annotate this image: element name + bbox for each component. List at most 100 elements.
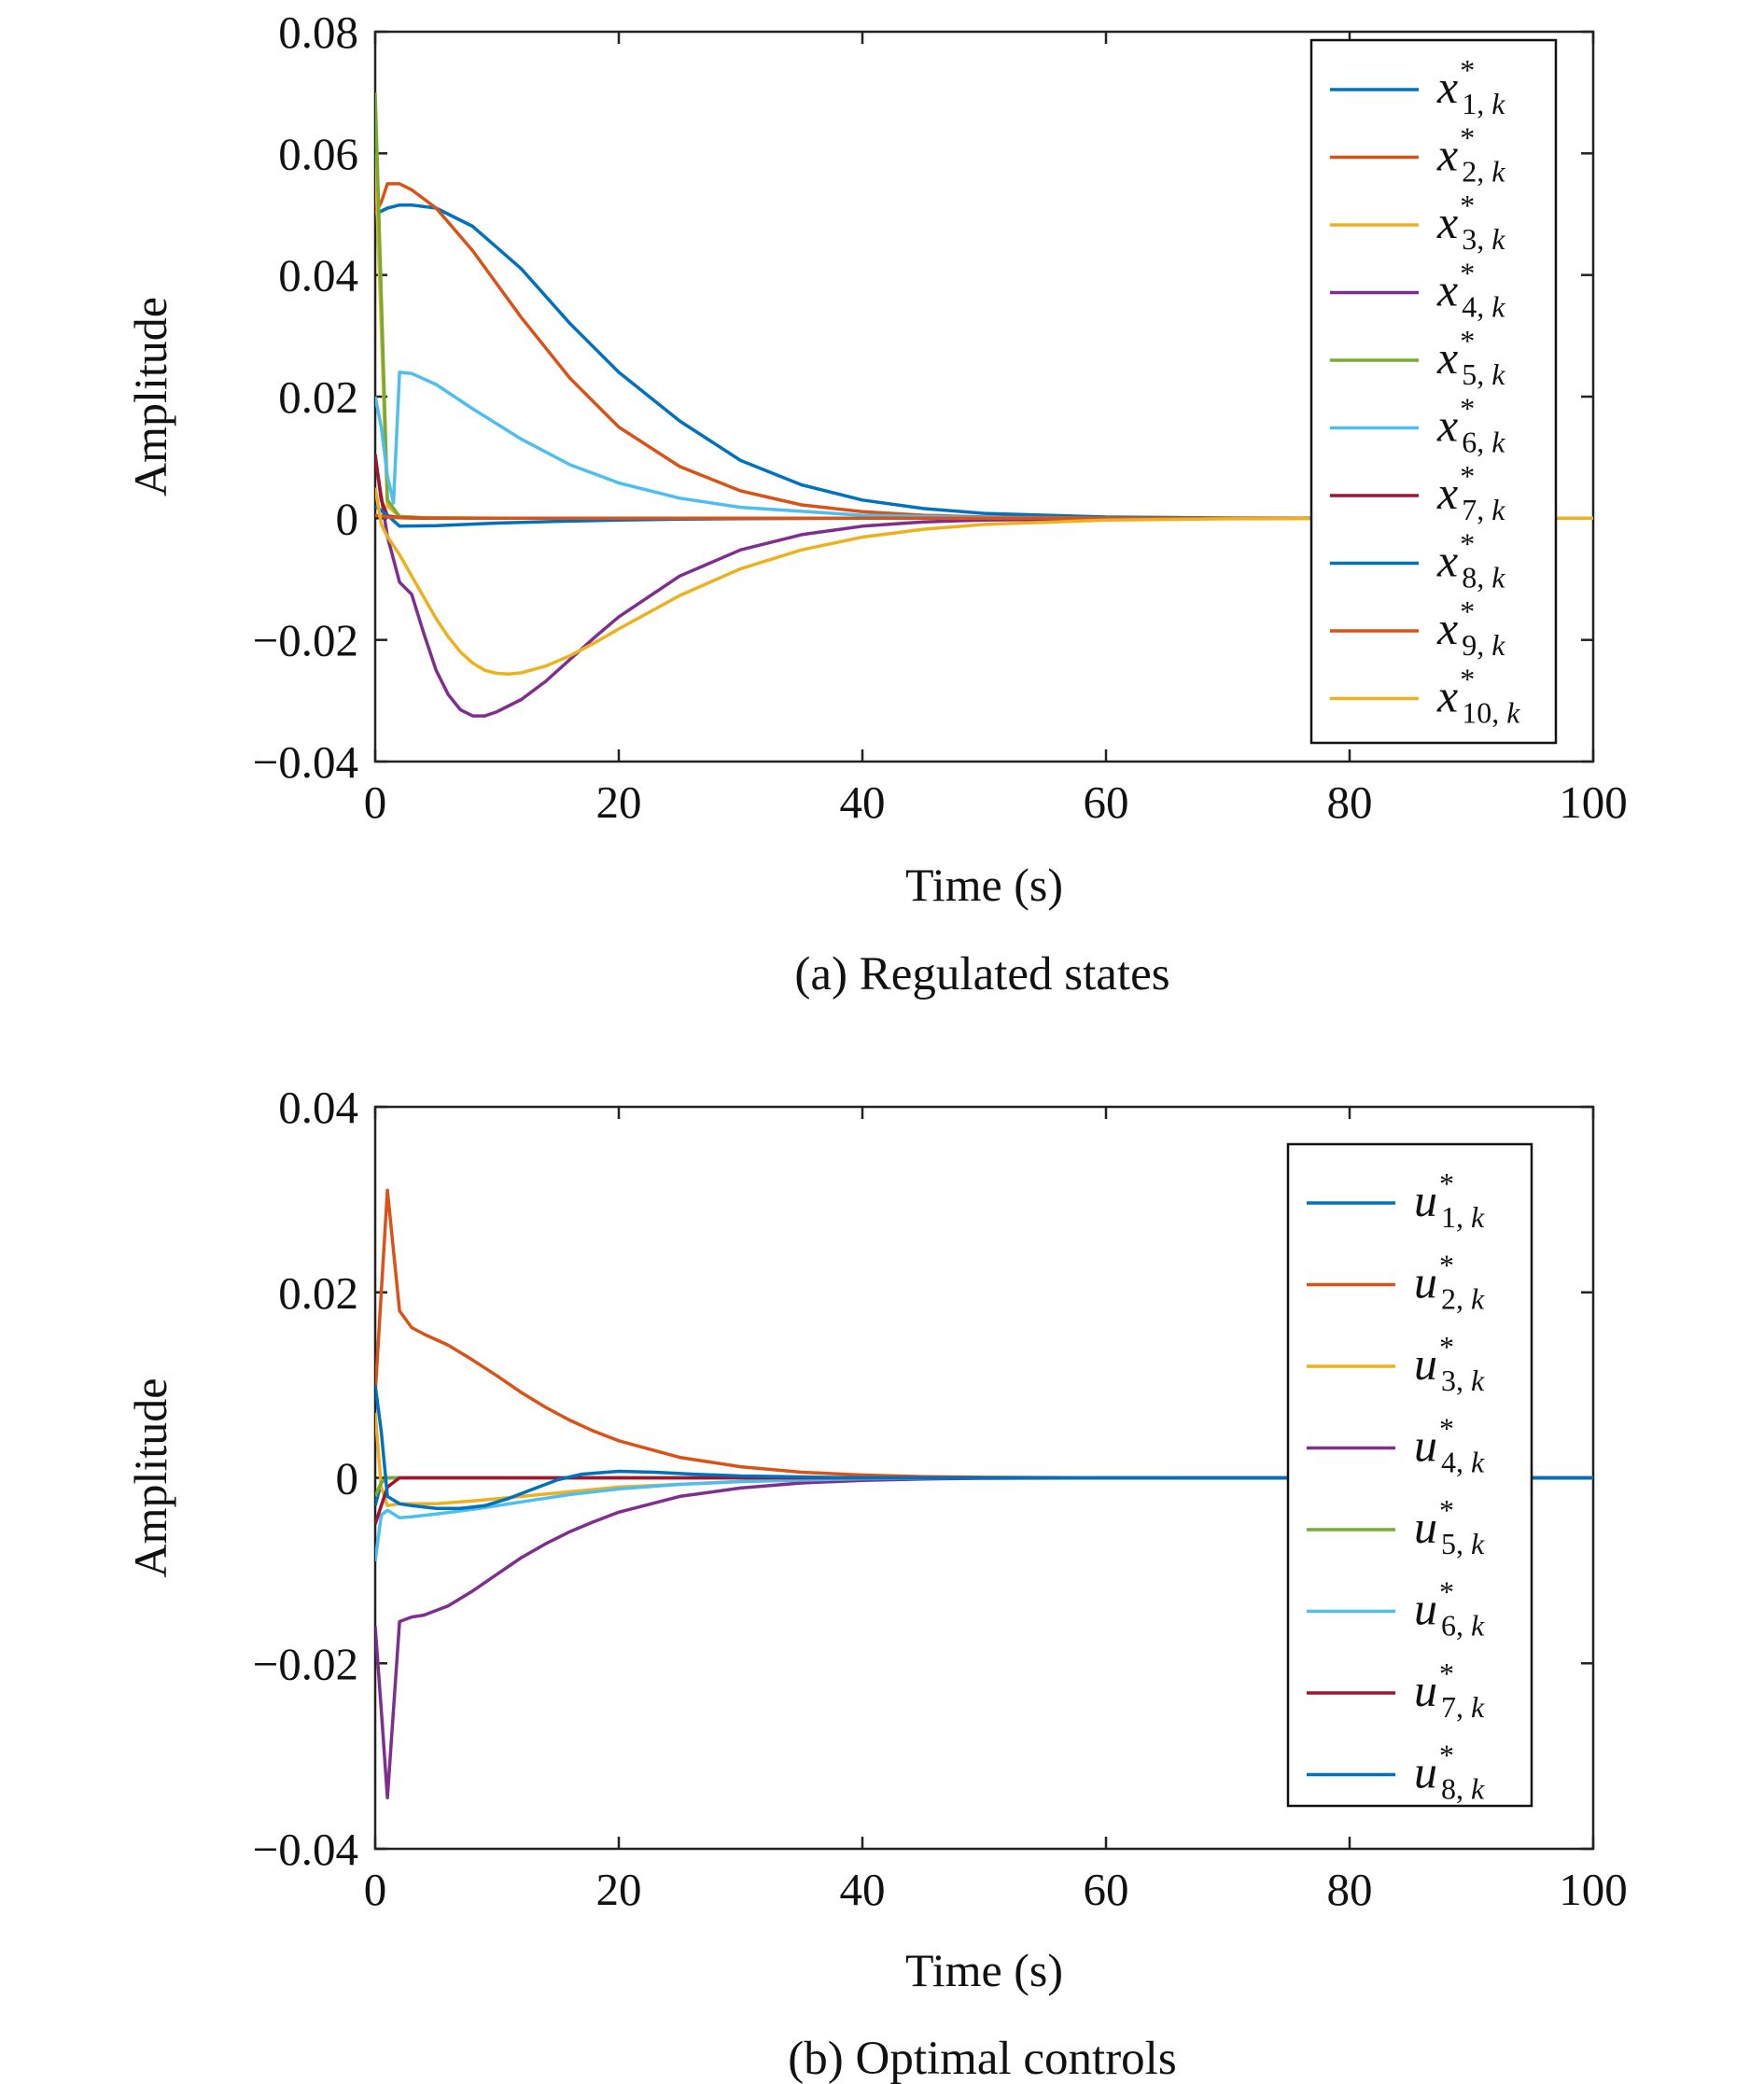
legend-entry-part: 5: [1441, 1527, 1456, 1560]
legend-entry-part: 3: [1462, 222, 1477, 256]
chart-optimal-controls: 0 20 40 60 80 100 −0.04 −0.02 0 0.02 0.04 Time (s) A…: [124, 1082, 1628, 2084]
legend-entry-part: k: [1471, 1446, 1485, 1479]
legend-entry-part: u: [1414, 1174, 1437, 1226]
legend-entry-part: *: [1460, 527, 1475, 561]
legend-entry-part: 8: [1462, 561, 1477, 594]
legend-entry-part: 2: [1441, 1282, 1456, 1316]
legend-entry-part: ,: [1477, 357, 1484, 391]
legend: x* 1, kx* 2, kx* 3, kx* 4, kx* 5, kx* 6, kx* 7, kx* 8, k…: [1309, 38, 1558, 745]
y-tick-label: −0.02: [253, 1638, 358, 1689]
legend-entry-part: ,: [1477, 290, 1484, 324]
y-tick-label: 0.02: [278, 1267, 358, 1319]
series-line-u-7: [375, 1476, 1593, 1525]
y-tick-label: −0.04: [253, 736, 358, 788]
legend-entry-part: k: [1491, 493, 1505, 526]
x-tick-label: 80: [1327, 776, 1373, 828]
y-tick-label: 0.04: [278, 1082, 358, 1133]
legend-entry-part: k: [1491, 290, 1505, 324]
y-tick-label: −0.04: [253, 1824, 358, 1875]
series-line-x-6: [375, 371, 1593, 521]
legend-entry-part: *: [1439, 1657, 1454, 1690]
legend-entry-part: ,: [1477, 222, 1484, 256]
legend-entry-part: *: [1439, 1167, 1454, 1200]
legend-entry-part: ,: [1456, 1772, 1463, 1806]
chart-regulated-states: 0 20 40 60 80 100 −0.04 −0.02 0 0.02 0.04 0.06 0.08 T…: [124, 7, 1628, 1000]
legend-entry-part: 4: [1462, 290, 1477, 324]
legend-entry-part: x: [1436, 61, 1458, 113]
figure-caption: (b) Optimal controls: [788, 2033, 1176, 2084]
legend-entry-part: ,: [1477, 493, 1484, 526]
legend-entry: u* 8, k: [1414, 1739, 1485, 1806]
legend-box: [1309, 38, 1558, 745]
legend-entry-part: 6: [1462, 426, 1477, 459]
legend-entry-part: k: [1491, 87, 1505, 120]
legend-entry-part: ,: [1456, 1527, 1463, 1560]
legend-entry-part: 10: [1462, 696, 1491, 730]
series-group: [375, 1188, 1593, 1800]
legend-entry-part: k: [1471, 1200, 1485, 1234]
legend-entry-part: ,: [1456, 1690, 1463, 1724]
legend-entry-part: x: [1436, 535, 1458, 587]
x-tick-label: 100: [1559, 1864, 1628, 1915]
legend-entry-part: k: [1491, 561, 1505, 594]
legend-entry: u* 3, k: [1414, 1330, 1485, 1397]
legend-entry-part: ,: [1477, 87, 1484, 120]
legend-entry-part: 7: [1441, 1690, 1456, 1724]
legend-entry-part: ,: [1456, 1282, 1463, 1316]
y-axis-title: Amplitude: [124, 297, 176, 497]
legend-entry-part: k: [1491, 155, 1505, 189]
legend-box: [1286, 1142, 1533, 1808]
legend-entry: u* 4, k: [1414, 1412, 1485, 1479]
legend-entry-part: 5: [1462, 357, 1477, 391]
y-tick-label: 0.08: [278, 7, 358, 58]
legend-entry: x* 6, k: [1436, 392, 1505, 459]
legend-entry-part: *: [1460, 53, 1475, 87]
legend-entry-part: *: [1439, 1330, 1454, 1364]
legend-entry-part: u: [1414, 1337, 1437, 1390]
legend-entry-part: x: [1436, 602, 1458, 654]
legend-entry-part: x: [1436, 670, 1458, 722]
legend-entry-part: u: [1414, 1583, 1437, 1635]
legend-entry-part: *: [1460, 459, 1475, 493]
legend-entry-part: 9: [1462, 628, 1477, 662]
legend-entry-part: ,: [1491, 696, 1499, 730]
legend-entry-part: x: [1436, 129, 1458, 181]
x-tick-label: 0: [364, 1864, 387, 1915]
x-tick-label: 60: [1084, 776, 1129, 828]
legend-entry-part: ,: [1456, 1609, 1463, 1643]
legend-entry-part: k: [1471, 1609, 1485, 1643]
legend-entry-part: k: [1471, 1772, 1485, 1806]
legend-entry: x* 7, k: [1436, 459, 1505, 526]
legend-entry-part: *: [1460, 663, 1475, 696]
x-axis-title: Time (s): [905, 1944, 1063, 1996]
legend-entry: x* 1, k: [1436, 53, 1505, 120]
legend-entry-part: *: [1439, 1412, 1454, 1446]
legend-entry-part: u: [1414, 1501, 1437, 1553]
legend-entry-part: ,: [1456, 1446, 1463, 1479]
series-line-x-9: [375, 513, 1593, 521]
legend-entry-part: x: [1436, 196, 1458, 248]
legend-entry-part: ,: [1456, 1364, 1463, 1397]
x-tick-label: 80: [1327, 1864, 1373, 1915]
series-line-u-6: [375, 1476, 1593, 1562]
legend-entry-part: 6: [1441, 1609, 1456, 1643]
y-tick-label: 0: [336, 1453, 359, 1504]
legend-entry-part: k: [1491, 357, 1505, 391]
legend-entry: x* 5, k: [1436, 324, 1505, 391]
legend-entry-part: ,: [1456, 1200, 1463, 1234]
legend-entry-part: 1: [1441, 1200, 1456, 1234]
legend-entry-part: x: [1436, 331, 1458, 384]
legend-entry: u* 2, k: [1414, 1249, 1485, 1316]
x-tick-label: 40: [840, 1864, 886, 1915]
legend-entry-part: *: [1460, 189, 1475, 222]
legend-entry-part: *: [1460, 121, 1475, 155]
figure-caption: (a) Regulated states: [794, 948, 1169, 1000]
y-tick-label: 0.02: [278, 371, 358, 423]
y-tick-label: 0.06: [278, 128, 358, 179]
legend-entry-part: ,: [1477, 628, 1484, 662]
legend-entry-part: k: [1491, 222, 1505, 256]
legend: u* 1, ku* 2, ku* 3, ku* 4, ku* 5, ku* 6, ku* 7, ku* 8, k: [1286, 1142, 1533, 1808]
legend-entry-part: k: [1471, 1282, 1485, 1316]
legend-entry: x* 10, k: [1436, 663, 1520, 730]
